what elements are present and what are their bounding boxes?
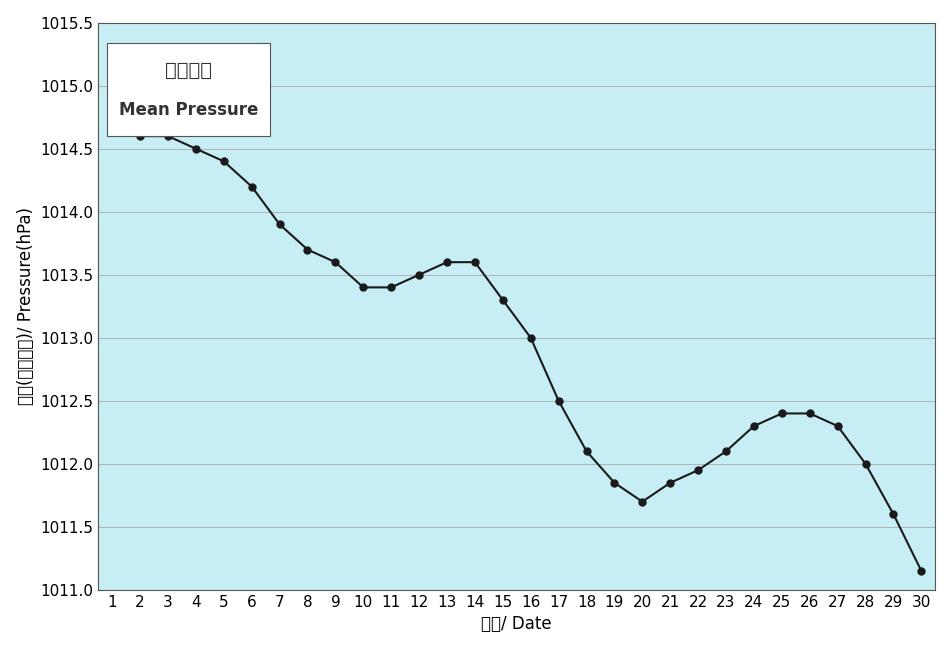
FancyBboxPatch shape xyxy=(107,42,269,136)
Y-axis label: 氣壓(百帕斯卡)/ Pressure(hPa): 氣壓(百帕斯卡)/ Pressure(hPa) xyxy=(17,207,34,406)
Text: 平均氣壓: 平均氣壓 xyxy=(165,61,211,80)
Text: Mean Pressure: Mean Pressure xyxy=(118,101,258,119)
X-axis label: 日期/ Date: 日期/ Date xyxy=(482,616,552,633)
